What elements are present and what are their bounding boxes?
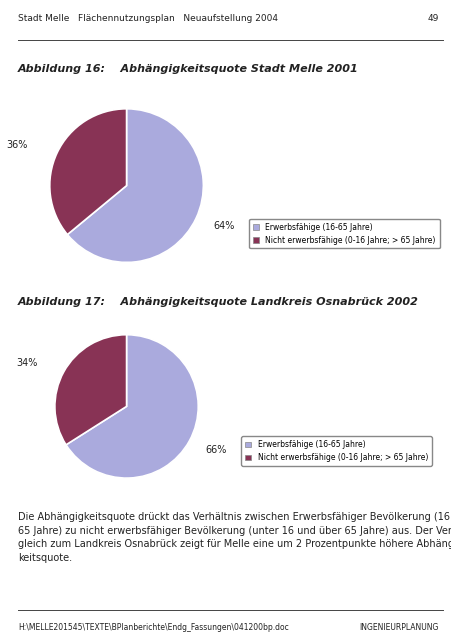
Text: Abbildung 16:    Abhängigkeitsquote Stadt Melle 2001: Abbildung 16: Abhängigkeitsquote Stadt M… [18, 64, 358, 74]
Wedge shape [50, 109, 126, 234]
Text: 66%: 66% [205, 445, 226, 454]
Wedge shape [55, 335, 126, 445]
Wedge shape [66, 335, 198, 478]
Text: 36%: 36% [7, 140, 28, 150]
Text: 34%: 34% [16, 358, 37, 368]
Text: Die Abhängigkeitsquote drückt das Verhältnis zwischen Erwerbsfähiger Bevölkerung: Die Abhängigkeitsquote drückt das Verhäl… [18, 512, 451, 563]
Text: 49: 49 [426, 14, 437, 23]
Text: Abbildung 17:    Abhängigkeitsquote Landkreis Osnabrück 2002: Abbildung 17: Abhängigkeitsquote Landkre… [18, 298, 418, 307]
Text: 64%: 64% [213, 221, 234, 232]
Legend: Erwerbsfähige (16-65 Jahre), Nicht erwerbsfähige (0-16 Jahre; > 65 Jahre): Erwerbsfähige (16-65 Jahre), Nicht erwer… [241, 436, 431, 466]
Text: Stadt Melle   Flächennutzungsplan   Neuaufstellung 2004: Stadt Melle Flächennutzungsplan Neuaufst… [18, 14, 277, 23]
Wedge shape [67, 109, 203, 262]
Text: H:\MELLE201545\TEXTE\BPlanberichte\Endg_Fassungen\041200bp.doc: H:\MELLE201545\TEXTE\BPlanberichte\Endg_… [18, 623, 288, 632]
Text: INGENIEURPLANUNG: INGENIEURPLANUNG [358, 623, 437, 632]
Legend: Erwerbsfähige (16-65 Jahre), Nicht erwerbsfähige (0-16 Jahre; > 65 Jahre): Erwerbsfähige (16-65 Jahre), Nicht erwer… [249, 219, 439, 248]
